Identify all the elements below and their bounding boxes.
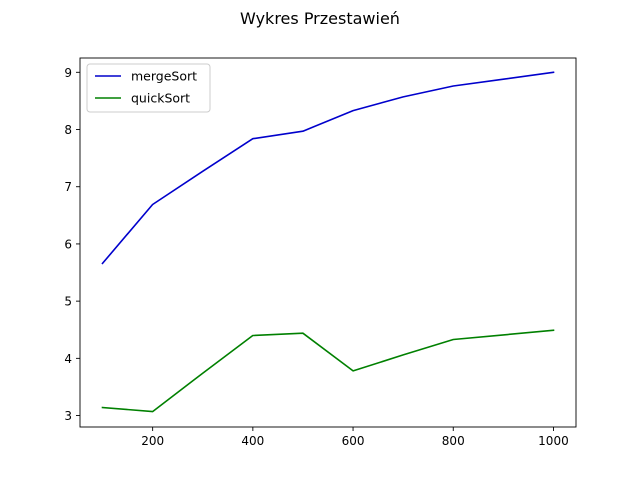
axes-frame [79, 57, 577, 428]
x-tick-label: 600 [342, 434, 365, 448]
chart-title: Wykres Przestawień [240, 9, 400, 28]
y-tick-label: 8 [64, 123, 72, 137]
y-tick-label: 9 [64, 66, 72, 80]
legend-label-mergeSort: mergeSort [131, 69, 197, 84]
plot-area: 200 400 600 800 1000 3 4 5 6 7 8 9 [64, 57, 577, 448]
y-tick-label: 7 [64, 180, 72, 194]
y-tick-label: 5 [64, 295, 72, 309]
x-tick-label: 200 [141, 434, 164, 448]
y-tick-label: 6 [64, 237, 72, 251]
y-tick-label: 4 [64, 352, 72, 366]
x-tick-label: 400 [241, 434, 264, 448]
legend: mergeSort quickSort [86, 63, 211, 113]
series-line-quickSort [101, 329, 555, 413]
legend-label-quickSort: quickSort [131, 91, 190, 106]
series-line-mergeSort [101, 71, 555, 265]
x-tick-label: 1000 [538, 434, 569, 448]
y-tick-label: 3 [64, 409, 72, 423]
x-tick-label: 800 [442, 434, 465, 448]
